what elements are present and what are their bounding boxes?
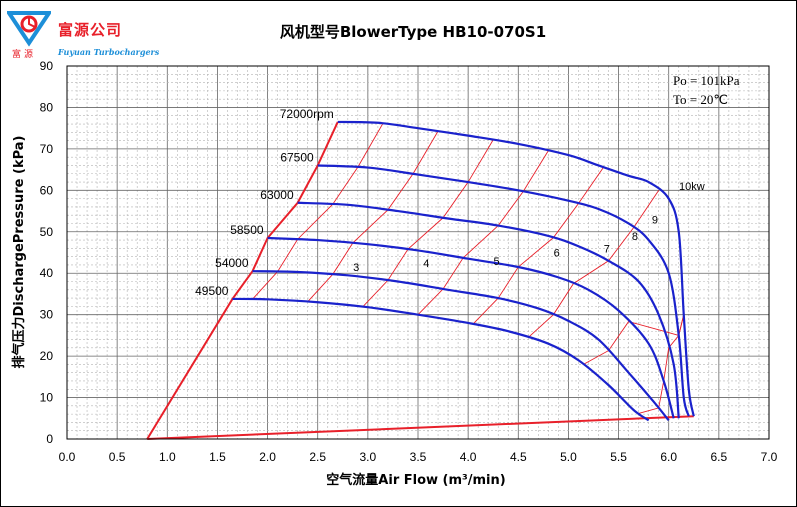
y-tick-label: 20 [40, 349, 54, 363]
plot-border [66, 65, 770, 440]
condition-to: To = 20℃ [673, 92, 728, 107]
x-tick-label: 5.5 [610, 450, 627, 464]
x-tick-label: 5.0 [560, 450, 577, 464]
x-axis-label: 空气流量Air Flow (m³/min) [326, 472, 505, 488]
x-tick-label: 6.5 [711, 450, 728, 464]
y-tick-label: 50 [40, 225, 54, 239]
speed-label: 63000 [260, 188, 294, 202]
y-tick-label: 90 [40, 59, 54, 73]
speed-line [297, 201, 680, 419]
speed-line [337, 120, 695, 417]
condition-po: Po = 101kPa [673, 73, 740, 88]
company-name-cn: 富源公司 [58, 21, 123, 39]
x-tick-label: 2.5 [309, 450, 326, 464]
chart-grid [66, 65, 770, 440]
efficiency-line [472, 166, 604, 325]
x-tick-label: 4.0 [460, 450, 477, 464]
speed-label: 49500 [195, 284, 229, 298]
x-tick-label: 3.0 [360, 450, 377, 464]
efficiency-line [252, 123, 384, 300]
y-tick-label: 10 [40, 391, 54, 405]
speed-line [267, 236, 675, 419]
efficiency-label: 9 [652, 214, 658, 226]
x-tick-label: 2.0 [259, 450, 276, 464]
y-tick-label: 30 [40, 308, 54, 322]
speed-line [252, 270, 670, 422]
x-axis-ticks: 0.0 0.5 1.0 1.5 2.0 2.5 3.0 3.5 4.0 4.5 5.0 5.5 6.0 6… [59, 450, 778, 464]
y-tick-label: 60 [40, 183, 54, 197]
chart-title: 风机型号BlowerType HB10-070S1 [280, 23, 546, 41]
efficiency-label: 4 [423, 258, 429, 270]
efficiency-line [362, 139, 494, 308]
speed-line [232, 297, 650, 422]
efficiency-line [528, 190, 660, 338]
x-tick-label: 7.0 [761, 450, 778, 464]
efficiency-label: 6 [554, 248, 560, 260]
efficiency-label: 5 [493, 256, 499, 268]
speed-label: 58500 [230, 223, 264, 237]
efficiency-line [638, 314, 685, 414]
surge-line [146, 121, 339, 440]
efficiency-lines [252, 123, 685, 414]
company-name-en: Fuyuan Turbochargers [58, 47, 160, 57]
speed-label: 67500 [280, 150, 314, 164]
speed-line [317, 164, 690, 417]
y-tick-label: 70 [40, 142, 54, 156]
efficiency-label: 7 [604, 243, 610, 255]
y-axis-ticks: 0 10 20 30 40 50 60 70 80 90 [40, 59, 54, 446]
y-tick-label: 40 [40, 266, 54, 280]
x-tick-label: 1.5 [209, 450, 226, 464]
efficiency-line [307, 130, 439, 302]
company-logo: 富源公司 富源 Fuyuan Turbochargers [5, 9, 159, 60]
efficiency-label: 8 [632, 231, 638, 243]
speed-lines [232, 120, 695, 422]
y-axis-label: 排气压力DischargePressure (kPa) [11, 136, 27, 369]
x-tick-label: 1.0 [159, 450, 176, 464]
efficiency-label: 3 [353, 262, 359, 274]
x-tick-label: 0.5 [109, 450, 126, 464]
x-tick-label: 3.5 [410, 450, 427, 464]
curve-labels: 72000rpm 67500 63000 58500 54000 49500 3 4 5 6 7 8 9… [195, 107, 705, 298]
company-name-cn-small: 富源 [12, 50, 37, 60]
y-tick-label: 0 [46, 432, 53, 446]
efficiency-line [417, 150, 549, 315]
efficiency-label: 10kw [679, 181, 705, 193]
base-line [147, 415, 694, 440]
x-tick-label: 4.5 [510, 450, 527, 464]
speed-label: 72000rpm [280, 107, 334, 121]
x-tick-label: 6.0 [660, 450, 677, 464]
turbo-logo-icon [5, 11, 53, 47]
x-tick-label: 0.0 [59, 450, 76, 464]
speed-label: 54000 [215, 256, 249, 270]
y-tick-label: 80 [40, 100, 54, 114]
